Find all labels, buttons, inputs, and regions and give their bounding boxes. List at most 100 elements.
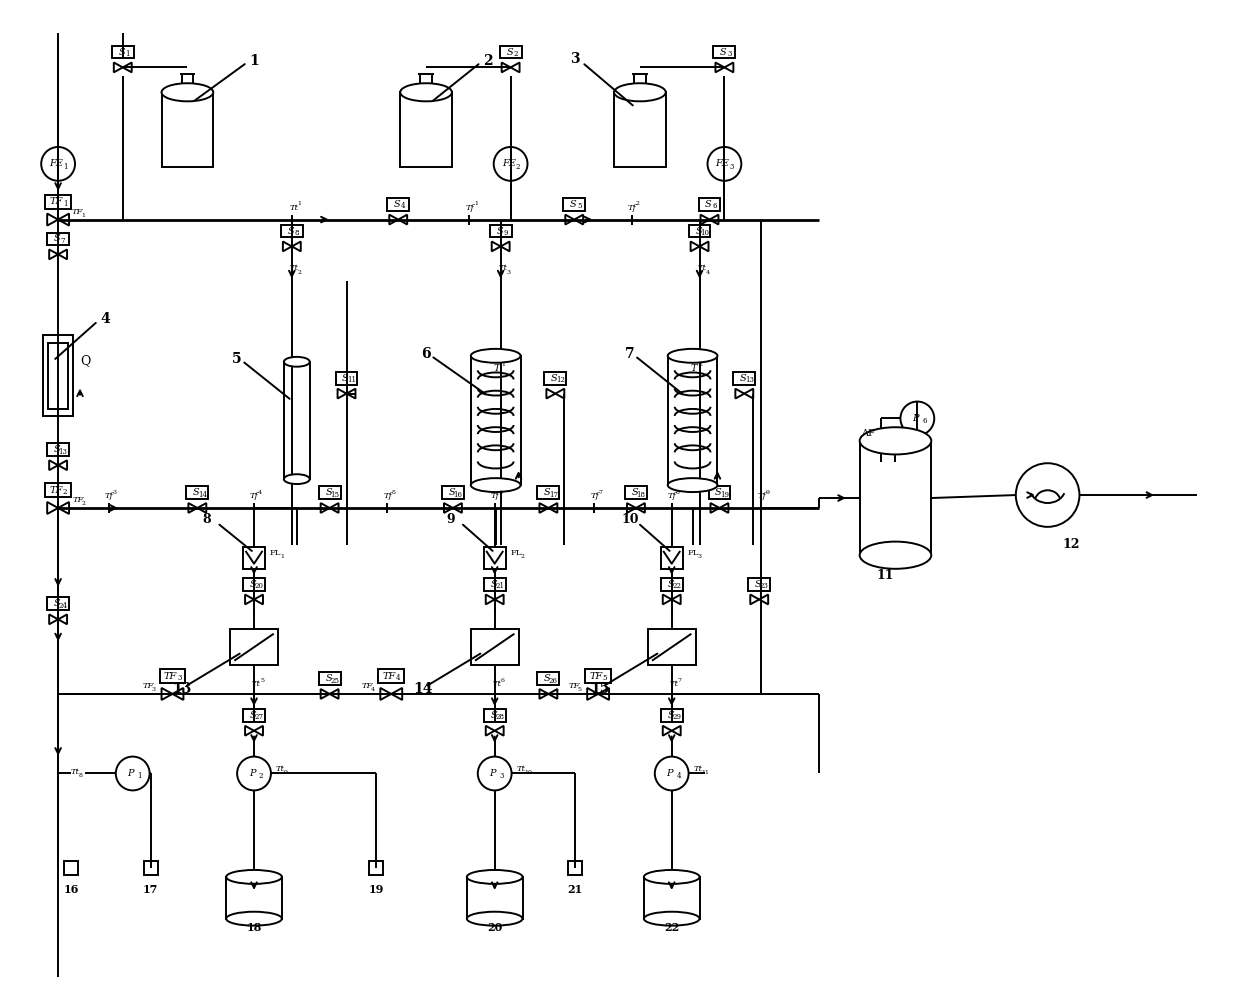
Bar xyxy=(378,669,404,683)
Text: Tf: Tf xyxy=(466,203,475,211)
Text: 2: 2 xyxy=(520,554,524,559)
Bar xyxy=(400,93,452,167)
Text: 16: 16 xyxy=(63,884,79,895)
Polygon shape xyxy=(725,62,733,72)
Bar xyxy=(318,672,341,685)
Text: 4: 4 xyxy=(258,490,263,495)
Polygon shape xyxy=(598,688,610,700)
Text: 2: 2 xyxy=(297,270,302,275)
Polygon shape xyxy=(745,388,753,398)
Text: 16: 16 xyxy=(453,491,462,499)
Ellipse shape xyxy=(471,478,520,492)
Ellipse shape xyxy=(284,357,310,367)
Circle shape xyxy=(478,757,512,791)
Text: 13: 13 xyxy=(745,376,753,384)
Text: 25: 25 xyxy=(330,676,339,684)
Polygon shape xyxy=(321,503,330,513)
Text: TF: TF xyxy=(50,486,63,495)
Text: FE: FE xyxy=(50,159,63,168)
Text: 5: 5 xyxy=(603,674,607,682)
Text: Tt: Tt xyxy=(694,765,703,773)
Bar xyxy=(538,672,559,685)
Bar xyxy=(660,709,683,721)
Bar xyxy=(336,372,358,384)
Text: 11: 11 xyxy=(701,770,710,775)
Circle shape xyxy=(41,147,76,181)
Text: 1: 1 xyxy=(63,199,67,207)
Polygon shape xyxy=(720,503,729,513)
Text: 24: 24 xyxy=(58,602,68,610)
Text: 9: 9 xyxy=(766,490,769,495)
Text: T: T xyxy=(690,364,698,373)
Polygon shape xyxy=(123,62,131,72)
Bar xyxy=(624,486,647,499)
Polygon shape xyxy=(254,595,263,605)
Text: 1: 1 xyxy=(81,213,85,218)
Text: TF: TF xyxy=(383,672,396,680)
Polygon shape xyxy=(510,62,519,72)
Text: 13: 13 xyxy=(172,682,192,696)
Polygon shape xyxy=(492,241,501,252)
Text: S: S xyxy=(287,226,294,235)
Circle shape xyxy=(493,147,528,181)
Polygon shape xyxy=(197,503,207,513)
Text: 2: 2 xyxy=(63,488,67,496)
Polygon shape xyxy=(700,241,709,252)
Bar xyxy=(160,669,186,683)
Polygon shape xyxy=(398,214,408,224)
Text: 13: 13 xyxy=(58,448,68,456)
Bar xyxy=(243,546,265,568)
Polygon shape xyxy=(574,214,584,224)
Text: 8: 8 xyxy=(79,773,83,778)
Text: Tf: Tf xyxy=(105,492,114,500)
Bar xyxy=(161,93,213,167)
Text: S: S xyxy=(740,373,747,382)
Text: S: S xyxy=(491,711,497,720)
Polygon shape xyxy=(321,689,330,699)
Text: 21: 21 xyxy=(567,884,582,895)
Text: FL: FL xyxy=(510,548,522,556)
Bar xyxy=(243,577,265,591)
Text: TF: TF xyxy=(142,682,154,690)
Text: TF: TF xyxy=(72,207,83,215)
Bar xyxy=(489,224,512,237)
Text: FL: FL xyxy=(270,548,281,556)
Text: Tt: Tt xyxy=(290,265,299,273)
Text: 5: 5 xyxy=(577,687,581,692)
Ellipse shape xyxy=(668,478,717,492)
Bar xyxy=(227,877,282,918)
Text: 10: 10 xyxy=(700,229,709,237)
Text: 3: 3 xyxy=(570,52,580,66)
Text: TF: TF xyxy=(73,496,84,504)
Polygon shape xyxy=(494,725,503,735)
Text: TF: TF xyxy=(50,197,63,206)
Polygon shape xyxy=(760,595,768,605)
Text: 7: 7 xyxy=(598,490,602,495)
Ellipse shape xyxy=(644,870,700,884)
Text: TF: TF xyxy=(590,672,602,680)
Text: TF: TF xyxy=(164,672,177,680)
Text: P: P xyxy=(667,769,673,778)
Polygon shape xyxy=(50,461,58,470)
Text: TF: TF xyxy=(569,682,580,690)
Circle shape xyxy=(1016,463,1079,527)
Text: 1: 1 xyxy=(280,554,284,559)
Text: 21: 21 xyxy=(496,582,504,591)
Bar xyxy=(369,861,383,875)
Polygon shape xyxy=(494,595,503,605)
Bar xyxy=(585,669,611,683)
Text: 3: 3 xyxy=(727,50,731,58)
Text: 1: 1 xyxy=(502,362,506,367)
Polygon shape xyxy=(337,388,347,398)
Polygon shape xyxy=(663,595,672,605)
Text: 8: 8 xyxy=(295,229,299,237)
Bar xyxy=(442,486,463,499)
Polygon shape xyxy=(502,62,510,72)
Polygon shape xyxy=(330,503,338,513)
Bar xyxy=(483,709,506,721)
Text: 6: 6 xyxy=(421,347,431,361)
Polygon shape xyxy=(710,214,719,224)
Text: S: S xyxy=(250,711,256,720)
Polygon shape xyxy=(172,688,183,700)
Bar xyxy=(660,546,683,568)
